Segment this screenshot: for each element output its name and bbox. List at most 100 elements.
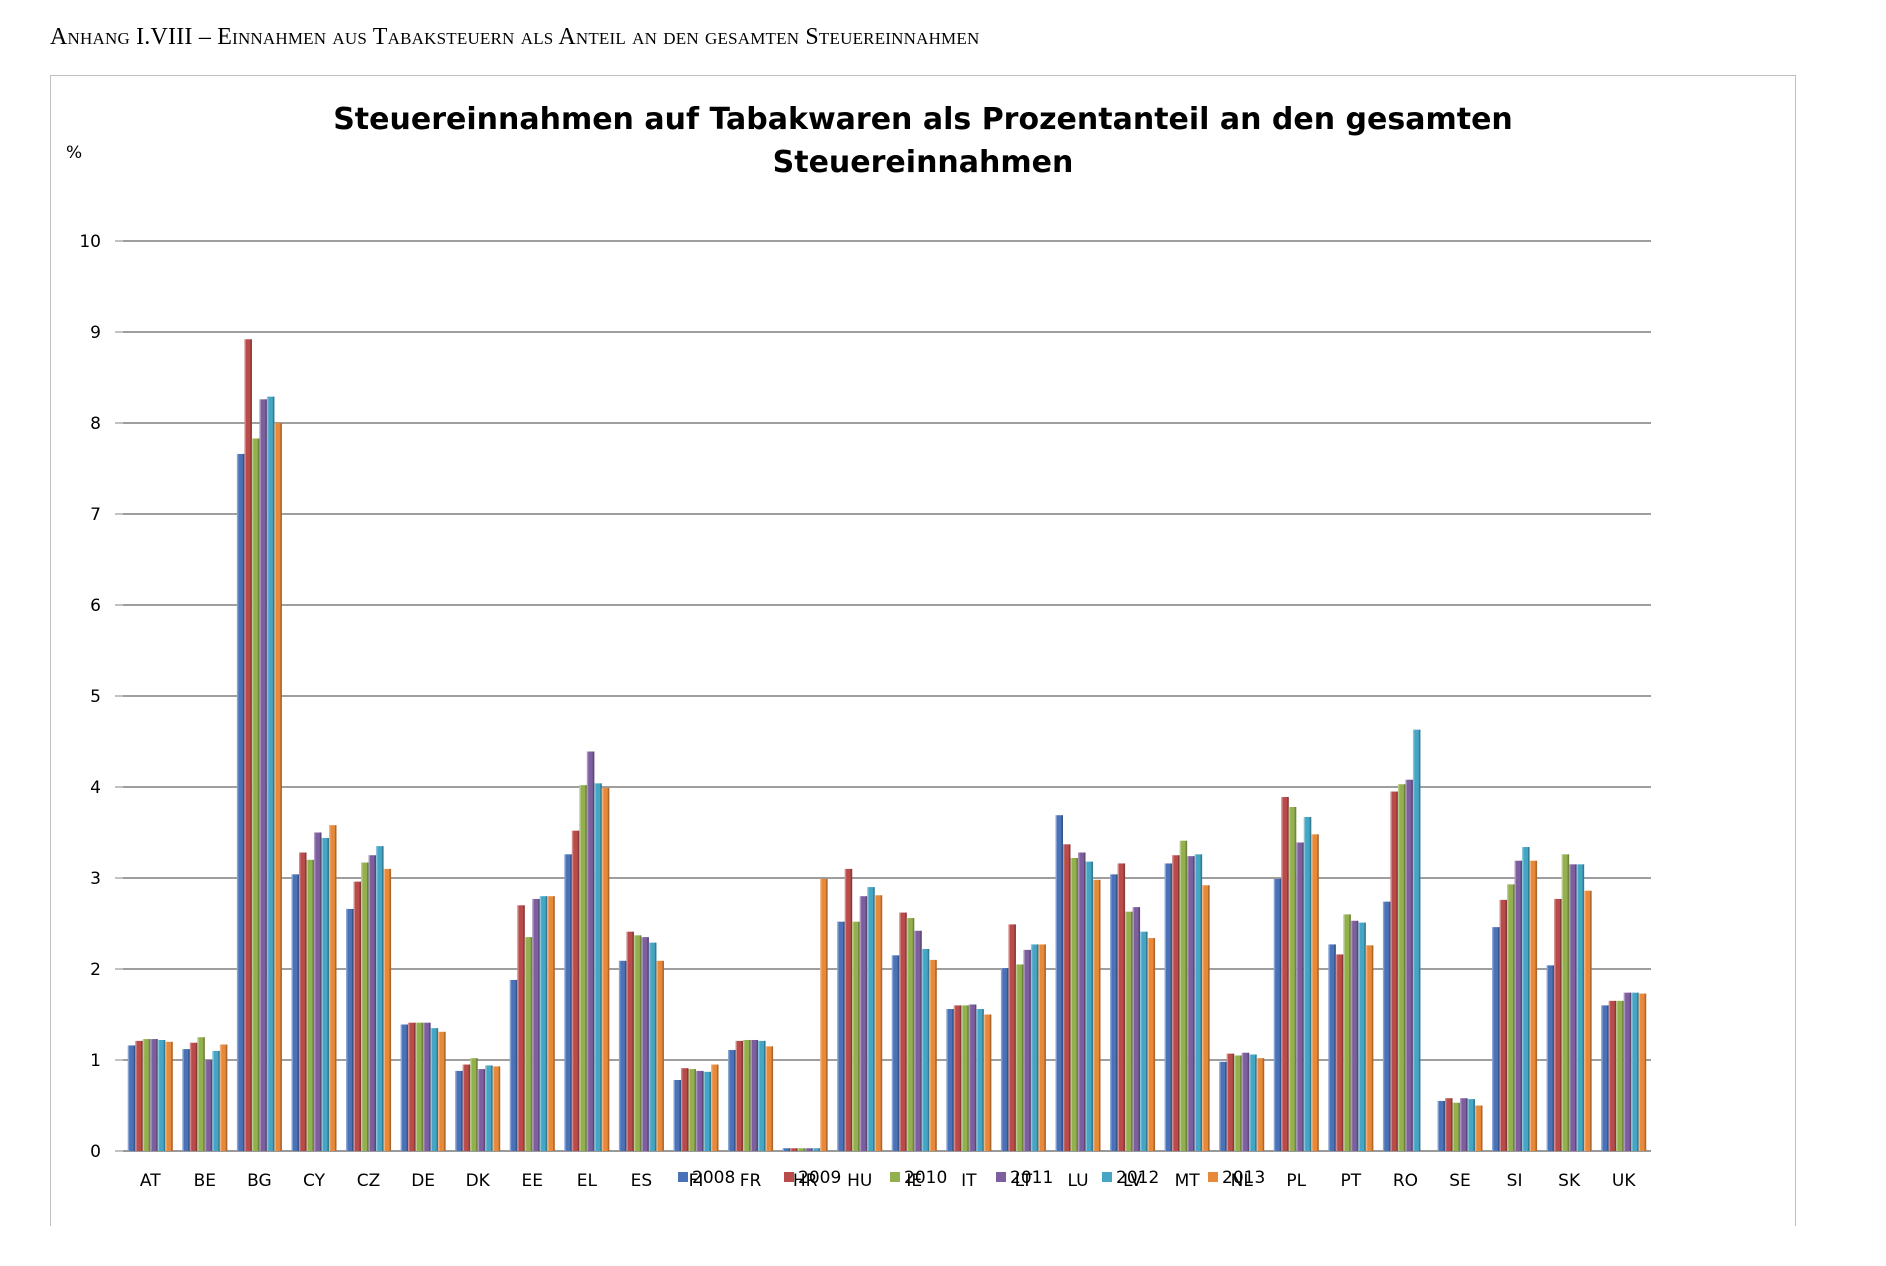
bar-shade [811, 1148, 813, 1151]
bar-el-2008 [564, 854, 572, 1151]
bar-se-2008 [1437, 1100, 1445, 1151]
bar-lv-2009 [1117, 863, 1126, 1151]
bar-highlight [430, 1028, 433, 1151]
bar-shade [1255, 1054, 1257, 1151]
bar-highlight [961, 1005, 963, 1151]
bar-highlight [859, 896, 862, 1151]
bar-el-2012 [594, 783, 602, 1151]
bar-highlight [1070, 857, 1072, 1151]
bar-shade [1644, 993, 1647, 1151]
y-tick-label: 0 [90, 1142, 101, 1162]
bar-shade [515, 979, 518, 1151]
bar-highlight [1365, 945, 1368, 1151]
bar-shade [1418, 729, 1421, 1151]
bar-nl-2009 [1226, 1053, 1235, 1151]
bar-fr-2011 [750, 1039, 759, 1151]
bar-shade [1582, 864, 1585, 1151]
bar-se-2013 [1475, 1105, 1483, 1151]
bar-highlight [1030, 944, 1033, 1151]
bar-shade [351, 908, 354, 1151]
bar-hu-2010 [852, 921, 860, 1151]
bar-highlight [150, 1039, 152, 1151]
bar-at-2011 [150, 1039, 158, 1151]
bar-highlight [844, 868, 847, 1151]
bar-hu-2008 [837, 921, 845, 1151]
bar-shade [686, 1068, 689, 1151]
legend: 2008 2009 2010 2011 2012 2013 [678, 1168, 1265, 1188]
bar-si-2013 [1529, 860, 1538, 1151]
bar-at-2008 [127, 1045, 136, 1151]
bar-highlight [1281, 797, 1283, 1151]
bar-hr-2013 [820, 878, 828, 1151]
bar-ee-2012 [539, 896, 548, 1151]
bar-se-2012 [1467, 1099, 1475, 1151]
bar-highlight [244, 339, 246, 1151]
x-tick-label-bg: BG [247, 1171, 272, 1191]
bar-de-2010 [415, 1022, 424, 1151]
legend-swatch-2013 [1208, 1172, 1218, 1182]
bar-shade [1497, 927, 1500, 1151]
bar-shade [639, 935, 642, 1151]
bar-shade [897, 955, 900, 1151]
bar-highlight [259, 399, 261, 1152]
legend-label-2010: 2010 [904, 1168, 947, 1188]
bar-shade [483, 1069, 486, 1151]
bar-shade [748, 1039, 751, 1151]
bar-highlight [1187, 856, 1189, 1151]
bar-highlight [1475, 1105, 1477, 1151]
bar-fi-2009 [681, 1068, 689, 1151]
bar-shade [468, 1064, 471, 1151]
bar-highlight [189, 1042, 192, 1151]
bar-highlight [1499, 899, 1501, 1151]
bar-highlight [1311, 834, 1313, 1151]
bar-shade [967, 1005, 969, 1151]
bar-sk-2010 [1561, 854, 1570, 1151]
bar-shade [741, 1040, 744, 1151]
bar-shade [1590, 890, 1592, 1151]
bar-shade [156, 1039, 158, 1151]
bar-be-2012 [212, 1050, 220, 1151]
bar-shade [600, 783, 602, 1151]
bar-shade [1356, 920, 1359, 1151]
bar-ie-2013 [929, 959, 937, 1151]
bar-shade [796, 1148, 798, 1151]
bar-highlight [626, 931, 628, 1151]
bar-highlight [1219, 1061, 1221, 1151]
bar-highlight [517, 905, 519, 1151]
bar-highlight [790, 1148, 792, 1151]
x-tick-label-hu: HU [847, 1171, 872, 1191]
bar-shade [1396, 791, 1398, 1151]
bar-it-2013 [983, 1014, 992, 1151]
bar-si-2008 [1492, 927, 1500, 1151]
bar-shade [141, 1040, 143, 1151]
bar-ie-2008 [891, 955, 900, 1151]
bar-ee-2011 [532, 898, 540, 1151]
bar-uk-2010 [1616, 1000, 1624, 1151]
bar-cz-2009 [353, 881, 362, 1151]
legend-label-2013: 2013 [1222, 1168, 1265, 1188]
bar-sk-2008 [1546, 965, 1555, 1151]
bar-shade [1334, 944, 1336, 1151]
bar-highlight [1125, 911, 1127, 1151]
bar-highlight [1529, 860, 1531, 1151]
bar-highlight [891, 955, 894, 1151]
bar-highlight [524, 937, 527, 1151]
bar-highlight [376, 846, 378, 1151]
bar-fi-2010 [688, 1069, 696, 1151]
bar-highlight [1256, 1058, 1259, 1151]
bar-shade [624, 960, 627, 1151]
bar-highlight [291, 874, 293, 1151]
bar-nl-2012 [1249, 1054, 1257, 1151]
x-tick-label-pt: PT [1341, 1171, 1362, 1191]
legend-swatch-2009 [784, 1172, 794, 1182]
bar-mt-2013 [1202, 885, 1210, 1151]
bar-shade [265, 399, 267, 1152]
bar-highlight [1038, 944, 1040, 1151]
bar-highlight [462, 1064, 465, 1151]
bar-be-2010 [197, 1037, 205, 1151]
bar-shade [858, 921, 860, 1151]
bar-mt-2008 [1164, 863, 1173, 1151]
x-tick-label-si: SI [1507, 1171, 1523, 1191]
bar-shade [1091, 861, 1093, 1151]
bar-shade [242, 453, 245, 1151]
